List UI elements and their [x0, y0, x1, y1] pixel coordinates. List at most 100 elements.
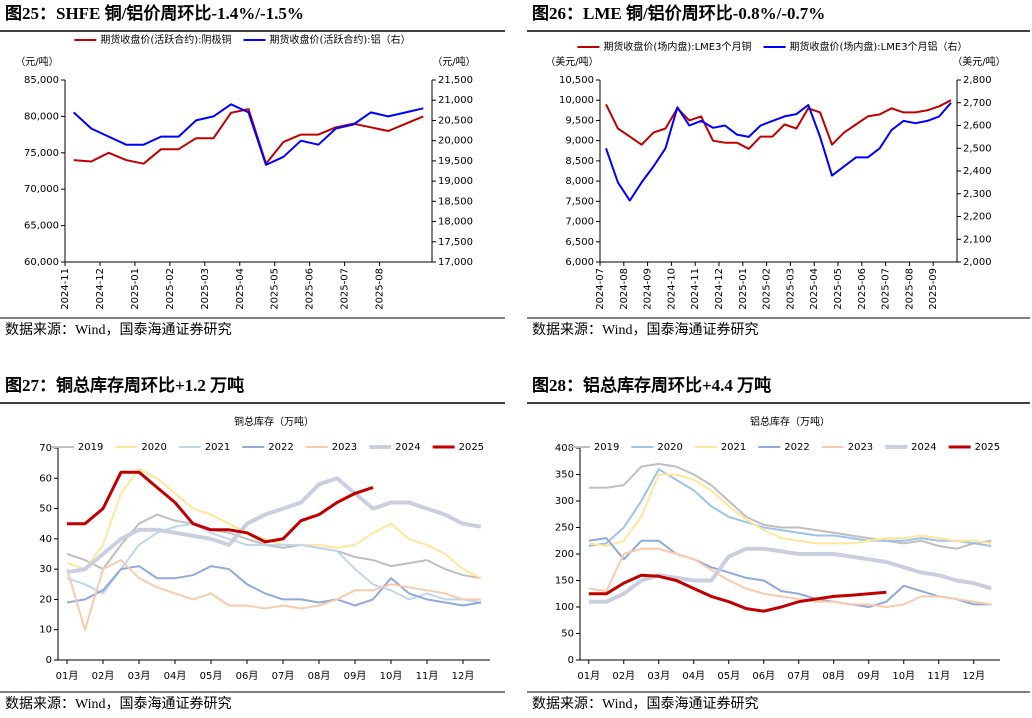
- x-tick-label: 08月: [822, 670, 845, 682]
- x-tick-label: 07月: [272, 670, 295, 682]
- x-tick-label: 06月: [752, 670, 775, 682]
- x-tick-label: 06月: [236, 670, 259, 682]
- source: 数据来源：Wind，国泰海通证券研究: [5, 696, 232, 712]
- x-tick-label: 04月: [164, 670, 187, 682]
- x-tick-label: 2025-01: [738, 268, 749, 310]
- legend-label: 2024: [395, 442, 420, 453]
- series-line: [588, 473, 992, 547]
- legend-label: 2025: [459, 442, 484, 453]
- y2-tick-label: 2,200: [963, 212, 992, 223]
- y2-tick-label: 21,000: [438, 95, 473, 106]
- y2-tick-label: 20,500: [438, 115, 473, 126]
- y-tick-label: 250: [555, 523, 574, 534]
- y-tick-label: 100: [555, 602, 574, 613]
- y-tick-label: 60: [39, 473, 52, 484]
- y-tick-label: 75,000: [24, 148, 59, 159]
- y-tick-label: 80,000: [24, 111, 59, 122]
- x-tick-label: 10月: [892, 670, 915, 682]
- x-tick-label: 11月: [416, 670, 439, 682]
- y-unit: （美元/吨）: [545, 55, 598, 68]
- y2-tick-label: 20,000: [438, 136, 473, 147]
- series-line: [66, 565, 482, 607]
- y2-tick-label: 21,500: [438, 75, 473, 86]
- y2-tick-label: 2,100: [963, 234, 992, 245]
- y-tick-label: 50: [39, 504, 52, 515]
- chart-title: 图28：铝总库存周环比+4.4 万吨: [532, 375, 771, 395]
- x-tick-label: 2025-01: [130, 268, 141, 310]
- x-tick-label: 2024-10: [666, 268, 677, 310]
- y-tick-label: 400: [555, 443, 574, 454]
- x-tick-label: 2025-06: [857, 268, 868, 310]
- series-line: [605, 99, 952, 150]
- series-line: [66, 513, 482, 580]
- y-tick-label: 65,000: [24, 221, 59, 232]
- legend-label: 2020: [141, 442, 166, 453]
- y2-tick-label: 2,600: [963, 121, 992, 132]
- y2-tick-label: 2,000: [963, 257, 992, 268]
- legend-label: 2023: [848, 442, 873, 453]
- x-tick-label: 07月: [787, 670, 810, 682]
- y-tick-label: 60,000: [24, 257, 59, 268]
- x-tick-label: 2025-04: [235, 268, 246, 310]
- chart-subtitle: 铝总库存（万吨）: [750, 415, 830, 428]
- x-tick-label: 01月: [56, 670, 79, 682]
- y-tick-label: 7,500: [565, 196, 594, 207]
- series-line: [588, 573, 887, 613]
- x-tick-label: 09月: [857, 670, 880, 682]
- y2-tick-label: 19,500: [438, 156, 473, 167]
- x-tick-label: 04月: [682, 670, 705, 682]
- x-tick-label: 2025-07: [881, 268, 892, 310]
- x-tick-label: 2025-02: [165, 268, 176, 310]
- series-line: [588, 468, 992, 547]
- x-tick-label: 02月: [612, 670, 635, 682]
- legend-label: 2021: [721, 442, 746, 453]
- y-tick-label: 9,500: [565, 115, 594, 126]
- y-tick-label: 6,000: [565, 257, 594, 268]
- y-tick-label: 0: [46, 655, 52, 666]
- x-tick-label: 2024-09: [643, 268, 654, 310]
- legend-label: 2023: [332, 442, 357, 453]
- y-tick-label: 10: [39, 625, 52, 636]
- y-tick-label: 70: [39, 443, 52, 454]
- x-tick-label: 12月: [452, 670, 475, 682]
- legend-label: 期货收盘价(活跃合约):铝（右）: [270, 33, 411, 46]
- y2-tick-label: 18,000: [438, 217, 473, 228]
- x-tick-label: 2025-04: [809, 268, 820, 310]
- chart-title: 图26：LME 铜/铝价周环比-0.8%/-0.7%: [532, 3, 825, 23]
- series-line: [588, 547, 992, 608]
- source: 数据来源：Wind，国泰海通证券研究: [532, 322, 759, 338]
- y-tick-label: 30: [39, 564, 52, 575]
- x-tick-label: 10月: [380, 670, 403, 682]
- series-line: [66, 559, 481, 631]
- x-tick-label: 2024-08: [619, 268, 630, 310]
- series-line: [66, 522, 482, 604]
- y-tick-label: 8,500: [565, 156, 594, 167]
- x-tick-label: 2025-03: [200, 268, 211, 310]
- x-tick-label: 03月: [647, 670, 670, 682]
- legend-label: 2025: [975, 442, 1000, 453]
- x-tick-label: 2024-12: [95, 268, 106, 310]
- y2-tick-label: 17,500: [438, 237, 473, 248]
- x-tick-label: 2024-11: [60, 268, 71, 310]
- source: 数据来源：Wind，国泰海通证券研究: [5, 322, 232, 338]
- x-tick-label: 08月: [308, 670, 331, 682]
- y2-tick-label: 17,000: [438, 257, 473, 268]
- y-tick-label: 9,000: [565, 136, 594, 147]
- y-tick-label: 200: [555, 549, 574, 560]
- x-tick-label: 2024-12: [714, 268, 725, 310]
- chart-subtitle: 铜总库存（万吨）: [234, 415, 314, 428]
- x-tick-label: 11月: [927, 670, 950, 682]
- y-tick-label: 40: [39, 534, 52, 545]
- source: 数据来源：Wind，国泰海通证券研究: [532, 696, 759, 712]
- y-unit: （元/吨）: [15, 55, 58, 68]
- chart-title: 图27：铜总库存周环比+1.2 万吨: [5, 375, 244, 395]
- x-tick-label: 2025-02: [762, 268, 773, 310]
- y2-unit: （美元/吨）: [952, 55, 1005, 68]
- y2-tick-label: 2,800: [963, 75, 992, 86]
- y2-tick-label: 19,000: [438, 176, 473, 187]
- x-tick-label: 2025-05: [270, 268, 281, 310]
- x-tick-label: 2025-03: [785, 268, 796, 310]
- series-line: [605, 102, 952, 202]
- legend-label: 期货收盘价(活跃合约):阴极铜: [100, 33, 231, 46]
